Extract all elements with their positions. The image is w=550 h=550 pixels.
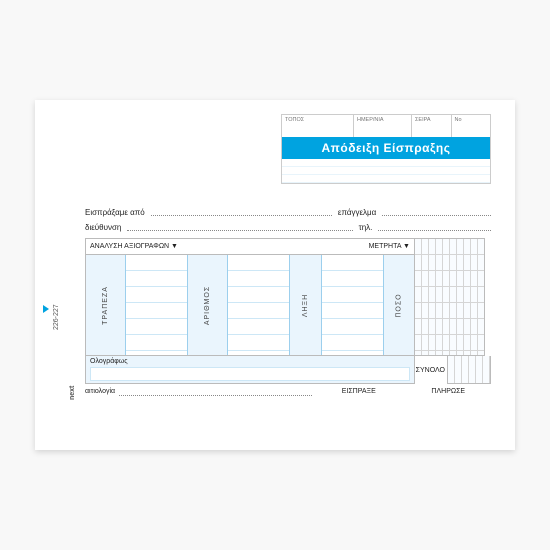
col-number-label: ΑΡΙΘΜΟΣ bbox=[204, 285, 211, 324]
label-total: ΣΥΝΟΛΟ bbox=[416, 367, 445, 374]
label-from: Εισπράξαμε από bbox=[85, 208, 145, 217]
col-number-values[interactable] bbox=[228, 255, 290, 355]
label-phone: τηλ. bbox=[359, 223, 373, 232]
footer-row: αιτιολογία ΕΙΣΠΡΑΞΕ ΠΛΗΡΩΣΕ bbox=[85, 388, 491, 396]
analysis-table: ΑΝΑΛΥΣΗ ΑΞΙΟΓΡΑΦΩΝ ▼ ΜΕΤΡΗΤΑ ▼ ΤΡΑΠΕΖΑ Α… bbox=[85, 238, 415, 356]
header-cell-series[interactable]: ΣΕΙΡΑ bbox=[412, 115, 451, 137]
field-phone[interactable] bbox=[378, 223, 491, 231]
analysis-table-body[interactable]: ΤΡΑΠΕΖΑ ΑΡΙΘΜΟΣ ΛΗΞΗ ΠΟΣΟ bbox=[86, 255, 414, 355]
label-received: ΕΙΣΠΡΑΞΕ bbox=[316, 388, 402, 396]
form-title: Απόδειξη Είσπραξης bbox=[282, 137, 490, 159]
header-cell-place[interactable]: ΤΟΠΟΣ bbox=[282, 115, 354, 137]
header-meta-row: ΤΟΠΟΣ ΗΜΕΡ/ΝΙΑ ΣΕΙΡΑ Νο bbox=[282, 115, 490, 137]
col-number: ΑΡΙΘΜΟΣ bbox=[188, 255, 228, 355]
field-profession[interactable] bbox=[382, 208, 491, 216]
header-cell-no[interactable]: Νο bbox=[452, 115, 490, 137]
table-header-right: ΜΕΤΡΗΤΑ ▼ bbox=[369, 243, 410, 250]
header-cell-date[interactable]: ΗΜΕΡ/ΝΙΑ bbox=[354, 115, 412, 137]
col-expiry-label: ΛΗΞΗ bbox=[302, 293, 309, 316]
header-address-lines[interactable] bbox=[282, 159, 490, 183]
party-details: Εισπράξαμε από επάγγελμα διεύθυνση τηλ. bbox=[85, 208, 491, 232]
field-reason[interactable] bbox=[119, 388, 312, 396]
field-from[interactable] bbox=[151, 208, 332, 216]
header-box: ΤΟΠΟΣ ΗΜΕΡ/ΝΙΑ ΣΕΙΡΑ Νο Απόδειξη Είσπραξ… bbox=[281, 114, 491, 184]
col-bank: ΤΡΑΠΕΖΑ bbox=[86, 255, 126, 355]
col-expiry-values[interactable] bbox=[322, 255, 384, 355]
receipt-form: 226-227 next ΤΟΠΟΣ ΗΜΕΡ/ΝΙΑ ΣΕΙΡΑ Νο Από… bbox=[35, 100, 515, 450]
cash-grid[interactable] bbox=[415, 238, 485, 356]
label-reason: αιτιολογία bbox=[85, 388, 115, 396]
col-bank-label: ΤΡΑΠΕΖΑ bbox=[102, 286, 109, 325]
label-paid: ΠΛΗΡΩΣΕ bbox=[406, 388, 492, 396]
table-header-left: ΑΝΑΛΥΣΗ ΑΞΙΟΓΡΑΦΩΝ ▼ bbox=[90, 243, 178, 250]
label-address: διεύθυνση bbox=[85, 223, 121, 232]
side-brand: next bbox=[69, 386, 76, 400]
field-address[interactable] bbox=[127, 223, 352, 231]
total-boxes bbox=[447, 356, 491, 384]
col-amount: ΠΟΣΟ bbox=[384, 255, 414, 355]
col-bank-values[interactable] bbox=[126, 255, 188, 355]
field-in-words[interactable] bbox=[90, 367, 410, 381]
in-words-box: Ολογράφως bbox=[85, 356, 415, 384]
analysis-table-wrap: ΑΝΑΛΥΣΗ ΑΞΙΟΓΡΑΦΩΝ ▼ ΜΕΤΡΗΤΑ ▼ ΤΡΑΠΕΖΑ Α… bbox=[85, 238, 491, 356]
label-profession: επάγγελμα bbox=[338, 208, 376, 217]
total-cell[interactable] bbox=[447, 356, 491, 384]
label-in-words: Ολογράφως bbox=[90, 358, 128, 365]
side-arrow-icon bbox=[43, 305, 49, 313]
col-expiry: ΛΗΞΗ bbox=[290, 255, 321, 355]
side-code: 226-227 bbox=[53, 304, 60, 330]
summary-row: Ολογράφως ΣΥΝΟΛΟ bbox=[85, 356, 491, 384]
label-total-wrap: ΣΥΝΟΛΟ bbox=[415, 356, 447, 384]
analysis-table-header: ΑΝΑΛΥΣΗ ΑΞΙΟΓΡΑΦΩΝ ▼ ΜΕΤΡΗΤΑ ▼ bbox=[86, 239, 414, 255]
col-amount-label: ΠΟΣΟ bbox=[395, 293, 402, 317]
